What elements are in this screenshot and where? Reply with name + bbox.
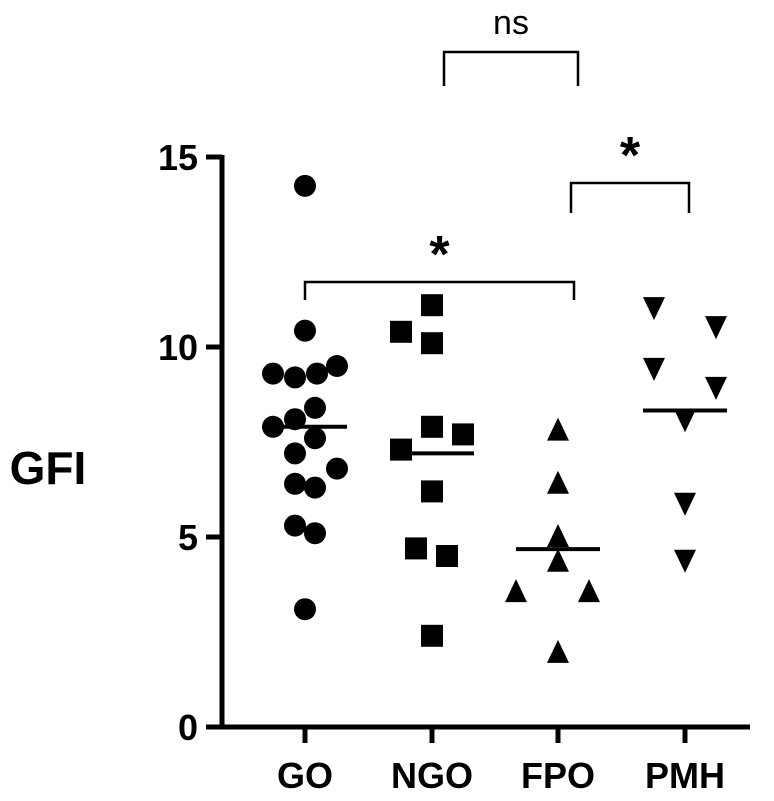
data-points <box>262 174 727 663</box>
point-ngo <box>436 545 458 567</box>
significance-label: * <box>429 226 450 284</box>
bracket-fpo-pmh <box>569 181 691 213</box>
point-go <box>294 319 316 342</box>
y-tick-label: 5 <box>178 517 198 558</box>
point-fpo <box>505 579 527 603</box>
point-go <box>262 362 284 385</box>
axes: 0 5 10 15 GO NGO FPO PMH <box>158 137 750 796</box>
x-tick-label-pmh: PMH <box>645 755 725 796</box>
point-fpo <box>578 579 600 603</box>
significance-brackets: * * ns <box>303 4 691 300</box>
x-tick-label-go: GO <box>277 755 333 796</box>
point-pmh <box>674 409 696 433</box>
point-pmh <box>674 549 696 573</box>
y-tick-label: 0 <box>178 707 198 748</box>
point-go <box>294 598 316 621</box>
point-ngo <box>390 438 412 461</box>
point-go <box>304 427 326 450</box>
point-fpo <box>547 417 569 441</box>
x-tick-label-ngo: NGO <box>391 755 473 796</box>
point-fpo <box>547 548 569 572</box>
point-go <box>284 514 306 537</box>
point-ngo <box>421 480 443 503</box>
point-ngo <box>421 415 443 438</box>
point-go <box>284 442 306 465</box>
point-go <box>326 457 348 480</box>
significance-label: ns <box>493 4 529 42</box>
y-axis-label: GFI <box>10 442 87 494</box>
point-fpo <box>547 470 569 494</box>
point-pmh <box>705 316 727 340</box>
point-ngo <box>405 537 427 560</box>
point-go <box>304 396 326 419</box>
point-ngo <box>421 294 443 317</box>
point-go <box>284 408 306 431</box>
point-pmh <box>674 492 696 516</box>
y-tick-label: 15 <box>158 137 198 178</box>
point-ngo <box>452 423 474 446</box>
bracket-ngo-fpo <box>442 50 580 86</box>
point-fpo <box>547 524 569 547</box>
point-pmh <box>705 376 727 400</box>
bracket-go-fpo <box>303 280 576 300</box>
point-ngo <box>421 624 443 647</box>
point-go <box>326 355 348 377</box>
point-go <box>306 362 328 385</box>
point-go <box>304 476 326 499</box>
point-go <box>304 522 326 545</box>
point-pmh <box>643 357 665 381</box>
point-go <box>284 366 306 389</box>
point-ngo <box>421 332 443 355</box>
point-go <box>284 472 306 495</box>
x-tick-label-fpo: FPO <box>521 755 595 796</box>
point-go <box>294 174 316 197</box>
point-pmh <box>643 297 665 321</box>
y-tick-label: 10 <box>158 327 198 368</box>
point-fpo <box>547 639 569 663</box>
significance-label: * <box>620 127 641 185</box>
point-ngo <box>390 320 412 343</box>
